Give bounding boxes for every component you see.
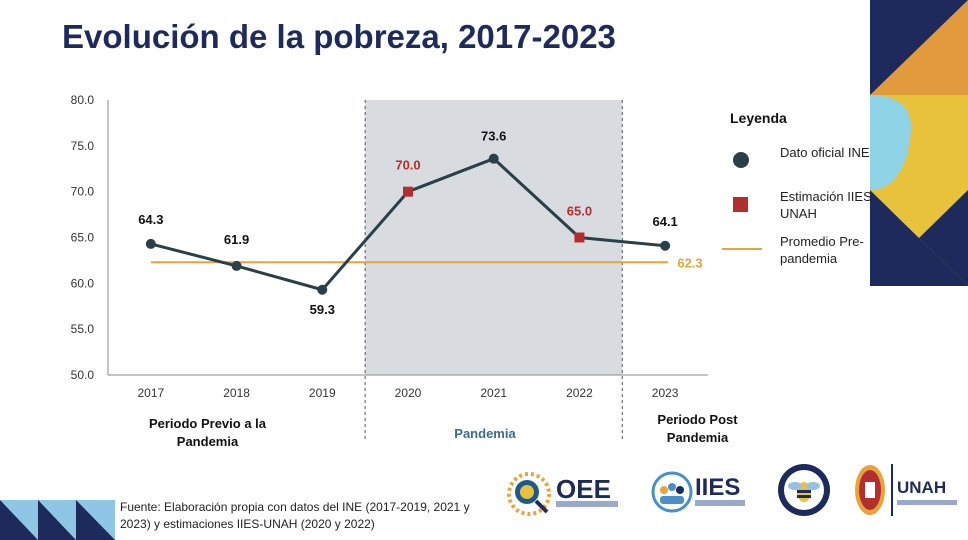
x-tick-label: 2021 xyxy=(480,386,507,400)
data-label: 70.0 xyxy=(395,158,420,173)
legend-estimate-label: Estimación IIES-UNAH xyxy=(780,189,877,221)
legend-official-label: Dato oficial INE xyxy=(780,145,870,160)
x-tick-label: 2017 xyxy=(138,386,165,400)
source-note: Fuente: Elaboración propia con datos del… xyxy=(120,500,470,531)
data-point-official xyxy=(145,238,156,249)
slide-title: Evolución de la pobreza, 2017-2023 xyxy=(62,18,616,55)
data-point-estimate xyxy=(403,186,413,197)
data-label: 61.9 xyxy=(224,232,249,247)
y-tick-label: 65.0 xyxy=(71,231,95,245)
decorative-right-pattern xyxy=(870,0,968,286)
y-tick-label: 55.0 xyxy=(71,322,95,336)
bee-seal-icon xyxy=(778,464,830,516)
x-tick-label: 2019 xyxy=(309,386,336,400)
data-label: 59.3 xyxy=(310,302,335,317)
legend-estimate-marker xyxy=(733,197,748,212)
data-point-official xyxy=(488,153,499,164)
x-tick-label: 2020 xyxy=(395,386,422,400)
x-tick-label: 2022 xyxy=(566,386,593,400)
legend-official-marker xyxy=(733,152,749,168)
data-label: 64.3 xyxy=(138,212,163,227)
unah-logo-subtitle xyxy=(897,500,957,505)
unah-divider xyxy=(891,464,893,516)
data-label: 64.1 xyxy=(652,214,677,229)
legend-average-label: Promedio Pre-pandemia xyxy=(780,234,864,266)
oee-logo-subtitle xyxy=(556,501,618,507)
period-pre-label: Periodo Previo a la Pandemia xyxy=(148,416,267,449)
iies-logo-text: IIES xyxy=(695,474,741,501)
period-pandemic-label: Pandemia xyxy=(454,426,516,441)
iies-logo-subtitle xyxy=(695,500,745,506)
data-point-official xyxy=(660,240,671,251)
y-tick-label: 60.0 xyxy=(71,276,95,290)
y-tick-label: 80.0 xyxy=(71,93,95,107)
unah-shield-icon xyxy=(855,465,885,515)
y-tick-label: 75.0 xyxy=(71,139,95,153)
oee-emblem-icon xyxy=(507,472,551,516)
data-point-official xyxy=(317,284,328,295)
x-tick-label: 2018 xyxy=(223,386,250,400)
data-point-estimate xyxy=(574,232,585,243)
y-tick-label: 70.0 xyxy=(71,185,95,199)
period-post-label: Periodo Post Pandemia xyxy=(657,412,738,445)
average-label: 62.3 xyxy=(677,255,702,270)
x-tick-label: 2023 xyxy=(652,386,679,400)
oee-logo-text: OEE xyxy=(556,474,611,504)
data-label: 65.0 xyxy=(567,204,592,219)
data-label: 73.6 xyxy=(481,129,506,144)
legend-average-marker xyxy=(722,248,762,250)
legend-title: Leyenda xyxy=(730,110,787,126)
data-point-official xyxy=(231,260,242,271)
y-tick-label: 50.0 xyxy=(71,368,95,382)
decorative-bottom-pattern xyxy=(0,500,115,540)
iies-emblem-icon xyxy=(651,471,693,513)
unah-logo-text: UNAH xyxy=(897,478,947,497)
